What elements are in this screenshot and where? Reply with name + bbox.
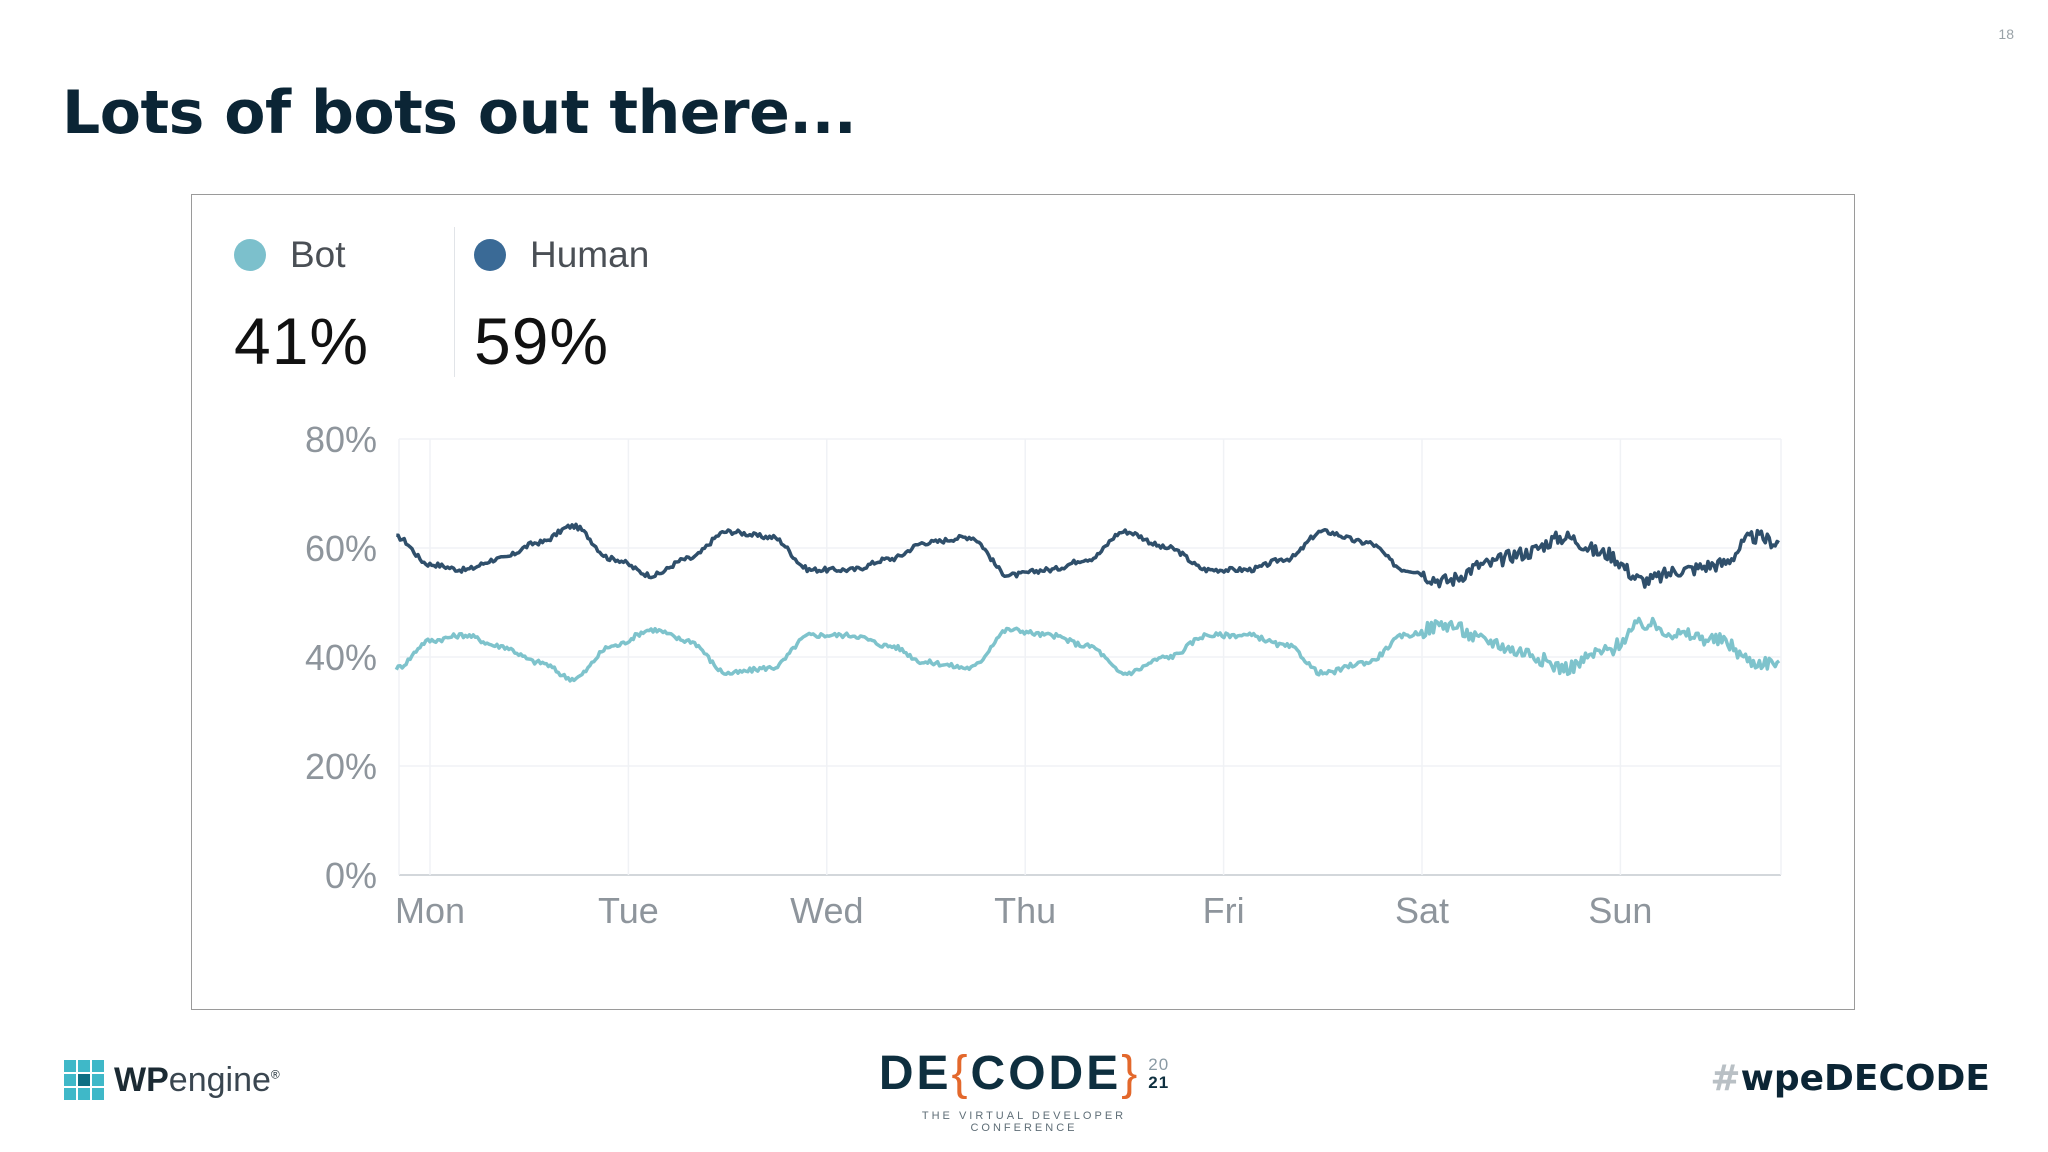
wpengine-wordmark: WPengine®	[114, 1060, 280, 1099]
line-chart: 0% 20% 40% 60% 80% Mon Tue Wed Thu Fri Sat Sun	[305, 419, 1782, 931]
human-legend-dot	[474, 239, 506, 271]
bot-percentage: 41%	[234, 304, 370, 378]
chart-frame: Bot 41% Human 59% 0% 20% 40% 60% 80% Mon Tue We…	[191, 194, 1855, 1010]
wpengine-grid-icon	[64, 1060, 104, 1100]
legend-divider	[454, 227, 455, 377]
series-line-human	[396, 522, 1780, 589]
page-number: 18	[1998, 26, 2014, 42]
wpengine-logo: WPengine®	[64, 1060, 280, 1100]
y-tick-label: 40%	[305, 637, 377, 678]
bot-legend-dot	[234, 239, 266, 271]
decode-tagline: THE VIRTUAL DEVELOPER CONFERENCE	[921, 1110, 1127, 1134]
x-tick-label: Thu	[994, 890, 1056, 931]
x-tick-label: Sat	[1395, 890, 1449, 931]
series-line-bot	[394, 616, 1781, 683]
y-tick-label: 60%	[305, 528, 377, 569]
x-tick-label: Sun	[1588, 890, 1652, 931]
decode-logo: DE{CODE} 20 21 THE VIRTUAL DEVELOPER CON…	[878, 1047, 1170, 1135]
x-tick-label: Fri	[1203, 890, 1245, 931]
human-legend-label: Human	[530, 234, 650, 275]
y-tick-label: 0%	[325, 855, 377, 896]
slide-title: Lots of bots out there...	[62, 78, 857, 148]
y-tick-label: 80%	[305, 419, 377, 460]
legend-bot[interactable]: Bot 41%	[234, 234, 370, 379]
y-tick-label: 20%	[305, 746, 377, 787]
x-tick-label: Mon	[395, 890, 465, 931]
bot-legend-label: Bot	[290, 234, 346, 275]
hashtag-wpedecode[interactable]: #wpeDECODE	[1710, 1058, 1990, 1099]
x-tick-label: Wed	[790, 890, 863, 931]
legend-human[interactable]: Human 59%	[474, 234, 650, 379]
x-tick-label: Tue	[598, 890, 659, 931]
human-percentage: 59%	[474, 304, 610, 378]
